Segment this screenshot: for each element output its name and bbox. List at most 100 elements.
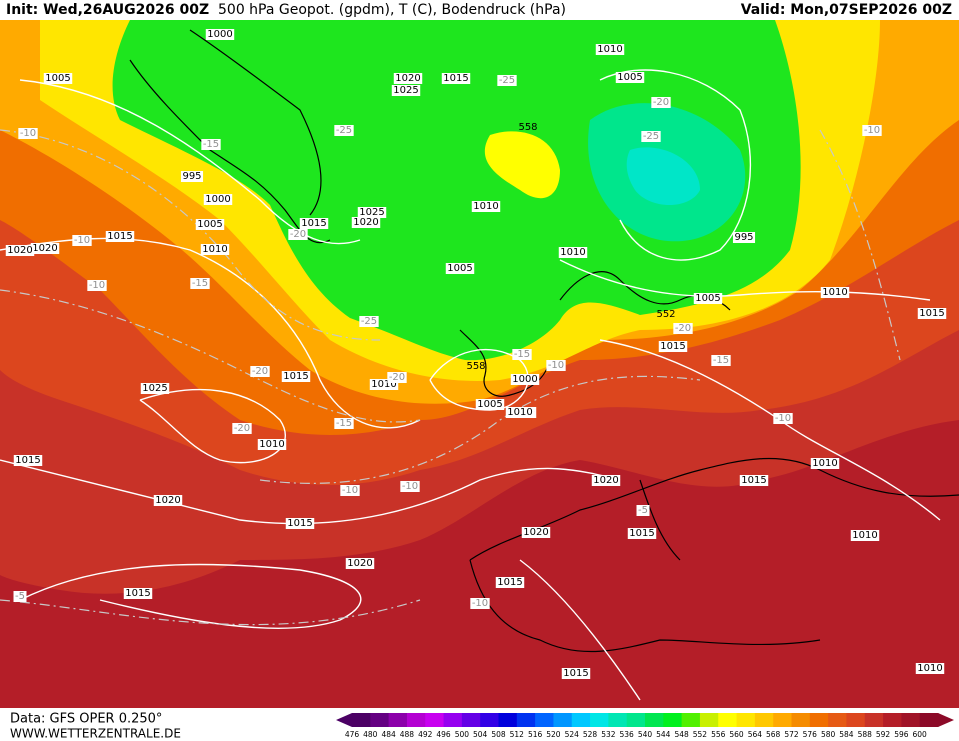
isotherm-label-box (673, 323, 693, 334)
isotherm-label: -20 (653, 97, 669, 108)
isobar-label-box (357, 207, 387, 218)
colorbar-swatch (590, 713, 609, 727)
isobar-label: 1025 (393, 85, 418, 96)
isobar-label-box (5, 245, 35, 256)
colorbar-label: 528 (583, 730, 598, 739)
isobar-label-box (205, 29, 235, 40)
isotherm-label-box (546, 360, 566, 371)
isotherm-label-box (201, 139, 221, 150)
isobar-label-box (203, 194, 233, 205)
valid-time: Valid: Mon,07SEP2026 00Z (741, 2, 952, 18)
colorbar-high-arrow (938, 713, 954, 727)
website: WWW.WETTERZENTRALE.DE (10, 727, 181, 741)
isobar-label-box (627, 528, 657, 539)
isobar-label: 1015 (15, 455, 40, 466)
isobar-label: 1015 (919, 308, 944, 319)
colorbar-swatch (883, 713, 902, 727)
colorbar-label: 480 (363, 730, 378, 739)
isobar-label: 1005 (477, 399, 502, 410)
isotherm-label-box (641, 131, 661, 142)
isobar-label: 1020 (395, 73, 420, 84)
isobar-label-box (391, 85, 421, 96)
isotherm-label-box (773, 413, 793, 424)
isobar-label: 995 (182, 171, 201, 182)
colorbar-swatch (571, 713, 591, 727)
isobar-label: 1005 (617, 72, 642, 83)
map-title: 500 hPa Geopot. (gpdm), T (C), Bodendruc… (218, 2, 566, 18)
colorbar-swatch (535, 713, 554, 727)
colorbar-swatch (846, 713, 866, 727)
isobar-label: 1020 (593, 475, 618, 486)
colorbar-swatch (461, 713, 481, 727)
colorbar: 476 480 484 488 492 496 500 504 508 512 516 520 524 5… (336, 713, 954, 739)
isobar-label-box (561, 668, 591, 679)
isobar-label: 1020 (347, 558, 372, 569)
isobar-label: 1015 (443, 73, 468, 84)
colorbar-label: 484 (381, 730, 396, 739)
isobar-label-box (591, 475, 621, 486)
colorbar-swatch (864, 713, 884, 727)
isobar-label: 1020 (155, 495, 180, 506)
isotherm-label: -15 (336, 418, 352, 429)
colorbar-swatch (645, 713, 664, 727)
isotherm-label: -20 (290, 229, 306, 240)
colorbar-label: 496 (436, 730, 451, 739)
isobar-label: 1010 (371, 379, 396, 390)
colorbar-swatch (736, 713, 756, 727)
isotherm-label-box (340, 485, 360, 496)
isotherm-label-box (400, 481, 420, 492)
colorbar-swatch (754, 713, 774, 727)
isobar-label-box (739, 475, 769, 486)
isobar-label-box (595, 44, 625, 55)
isobar-label-box (693, 293, 723, 304)
isobar-label: 1015 (660, 341, 685, 352)
isotherm-label: -25 (361, 316, 377, 327)
colorbar-swatch (388, 713, 408, 727)
isobar-label-box (257, 439, 287, 450)
colorbar-swatch (699, 713, 719, 727)
isobar-label: 1015 (283, 371, 308, 382)
isotherm-label-box (72, 235, 92, 246)
colorbar-swatch (516, 713, 536, 727)
colorbar-label: 572 (784, 730, 799, 739)
isobar-label-box (195, 219, 225, 230)
isotherm-label-box (862, 125, 882, 136)
isotherm-label: -10 (402, 481, 418, 492)
isotherm-label: -10 (472, 598, 488, 609)
isobar-label: 1010 (852, 530, 877, 541)
colorbar-label: 560 (729, 730, 744, 739)
map-field (0, 20, 959, 708)
colorbar-label: 488 (400, 730, 415, 739)
data-source: Data: GFS OPER 0.250° (10, 712, 162, 727)
colorbar-label: 516 (528, 730, 543, 739)
isobar-label-box (123, 588, 153, 599)
colorbar-swatch (809, 713, 829, 727)
colorbar-label: 596 (894, 730, 909, 739)
isobar-label: 1015 (497, 577, 522, 588)
isotherm-label: -5 (15, 591, 25, 602)
isobar-label: 1010 (507, 407, 532, 418)
isobar-label: 995 (734, 232, 753, 243)
isobar-label: 1010 (597, 44, 622, 55)
colorbar-label: 584 (839, 730, 854, 739)
isotherm-label: -15 (192, 278, 208, 289)
isotherm-label-box (512, 349, 532, 360)
colorbar-swatch (681, 713, 701, 727)
isobar-label-box (505, 407, 535, 418)
isobar-label: 1005 (197, 219, 222, 230)
isobar-label-box (285, 518, 315, 529)
isobar-label: 1010 (917, 663, 942, 674)
colorbar-label: 580 (821, 730, 836, 739)
isotherm-label-box (334, 418, 354, 429)
isotherm-label: -10 (864, 125, 880, 136)
isotherm-label: -10 (74, 235, 90, 246)
isobar-label-box (820, 287, 850, 298)
isobar-label-box (43, 73, 73, 84)
colorbar-label: 536 (620, 730, 635, 739)
colorbar-label: 520 (546, 730, 561, 739)
isotherm-label-box (651, 97, 671, 108)
isotherm-label: -10 (20, 128, 36, 139)
colorbar-swatch (791, 713, 811, 727)
isobar-label: 1025 (359, 207, 384, 218)
